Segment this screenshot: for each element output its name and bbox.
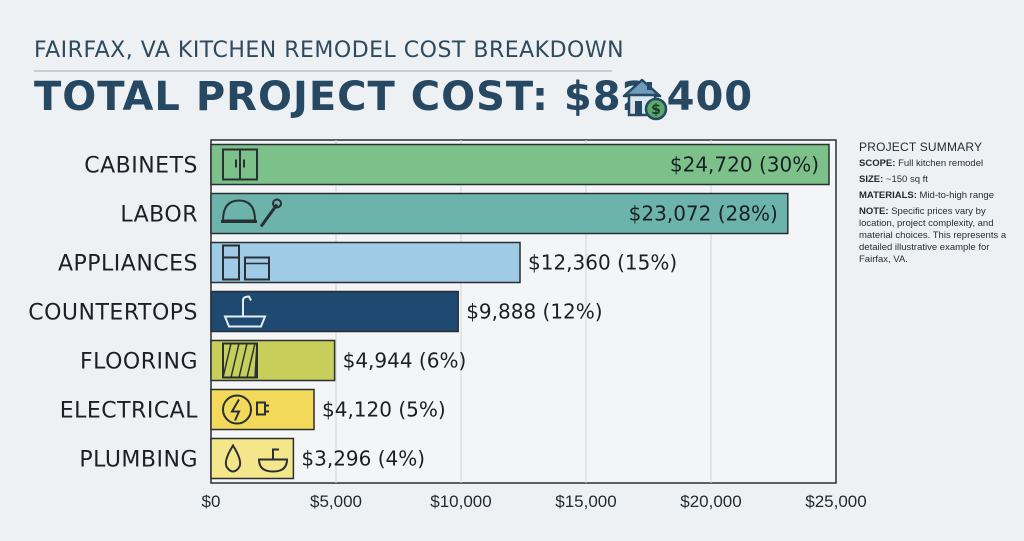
axes: $0 $5,000 $10,000 $15,000 $20,000 $25,000 CABI… (28, 154, 866, 512)
summary-size: SIZE: ~150 sq ft (859, 174, 1019, 186)
note-value: Specific prices vary by location, projec… (859, 206, 1007, 265)
size-value: ~150 sq ft (885, 174, 928, 185)
summary-heading: PROJECT SUMMARY (859, 140, 983, 154)
summary-scope: SCOPE: Full kitchen remodel (859, 158, 1019, 170)
data-label: $9,888 (12%) (466, 300, 602, 324)
electric-plug-icon (222, 394, 269, 425)
data-label: $3,296 (4%) (301, 447, 425, 471)
fridge-oven-icon (222, 244, 270, 281)
house-dollar-icon: $ (622, 78, 668, 121)
x-tick-label: $20,000 (680, 492, 741, 511)
project-summary-panel: PROJECT SUMMARY SCOPE: Full kitchen remo… (859, 140, 1019, 270)
materials-label: MATERIALS: (859, 190, 917, 201)
data-label: $4,120 (5%) (322, 398, 446, 422)
x-tick-label: $15,000 (555, 492, 616, 511)
bar-cabinets (210, 143, 830, 186)
category-label: CABINETS (84, 154, 198, 179)
category-label: APPLIANCES (58, 252, 198, 277)
bar-electrical (210, 388, 315, 431)
note-label: NOTE: (859, 206, 889, 217)
bar-appliances (210, 241, 521, 284)
scope-label: SCOPE: (859, 158, 896, 169)
category-label: ELECTRICAL (60, 399, 199, 424)
category-label: PLUMBING (79, 448, 198, 473)
floor-tile-icon (222, 342, 258, 379)
x-tick-label: $5,000 (310, 492, 362, 511)
scope-value: Full kitchen remodel (898, 158, 984, 169)
svg-text:$: $ (651, 102, 661, 118)
data-label: $24,720 (30%) (670, 153, 819, 177)
summary-materials: MATERIALS: Mid-to-high range (859, 190, 1019, 202)
size-label: SIZE: (859, 174, 884, 185)
bars: $24,720 (30%) $23,072 (28%) $12,360 (15%) $… (210, 143, 830, 480)
water-drop-sink-icon (224, 443, 289, 473)
cabinet-icon (222, 148, 258, 181)
data-label: $12,360 (15%) (528, 251, 677, 275)
sink-counter-icon (223, 295, 267, 328)
category-label: LABOR (120, 203, 198, 228)
category-label: COUNTERTOPS (28, 301, 198, 326)
summary-note: NOTE: Specific prices vary by location, … (859, 206, 1019, 266)
chart-subtitle: FAIRFAX, VA KITCHEN REMODEL COST BREAKDO… (34, 38, 625, 63)
x-tick-label: $10,000 (430, 492, 491, 511)
category-label: FLOORING (80, 350, 198, 375)
bar-labor (210, 192, 789, 235)
bar-countertops (210, 290, 459, 333)
data-label: $23,072 (28%) (629, 202, 778, 226)
x-tick-label: $0 (202, 492, 221, 511)
title-divider (34, 70, 612, 72)
x-tick-label: $25,000 (805, 492, 866, 511)
data-label: $4,944 (6%) (343, 349, 467, 373)
materials-value: Mid-to-high range (919, 190, 994, 201)
hardhat-wrench-icon (221, 198, 282, 228)
